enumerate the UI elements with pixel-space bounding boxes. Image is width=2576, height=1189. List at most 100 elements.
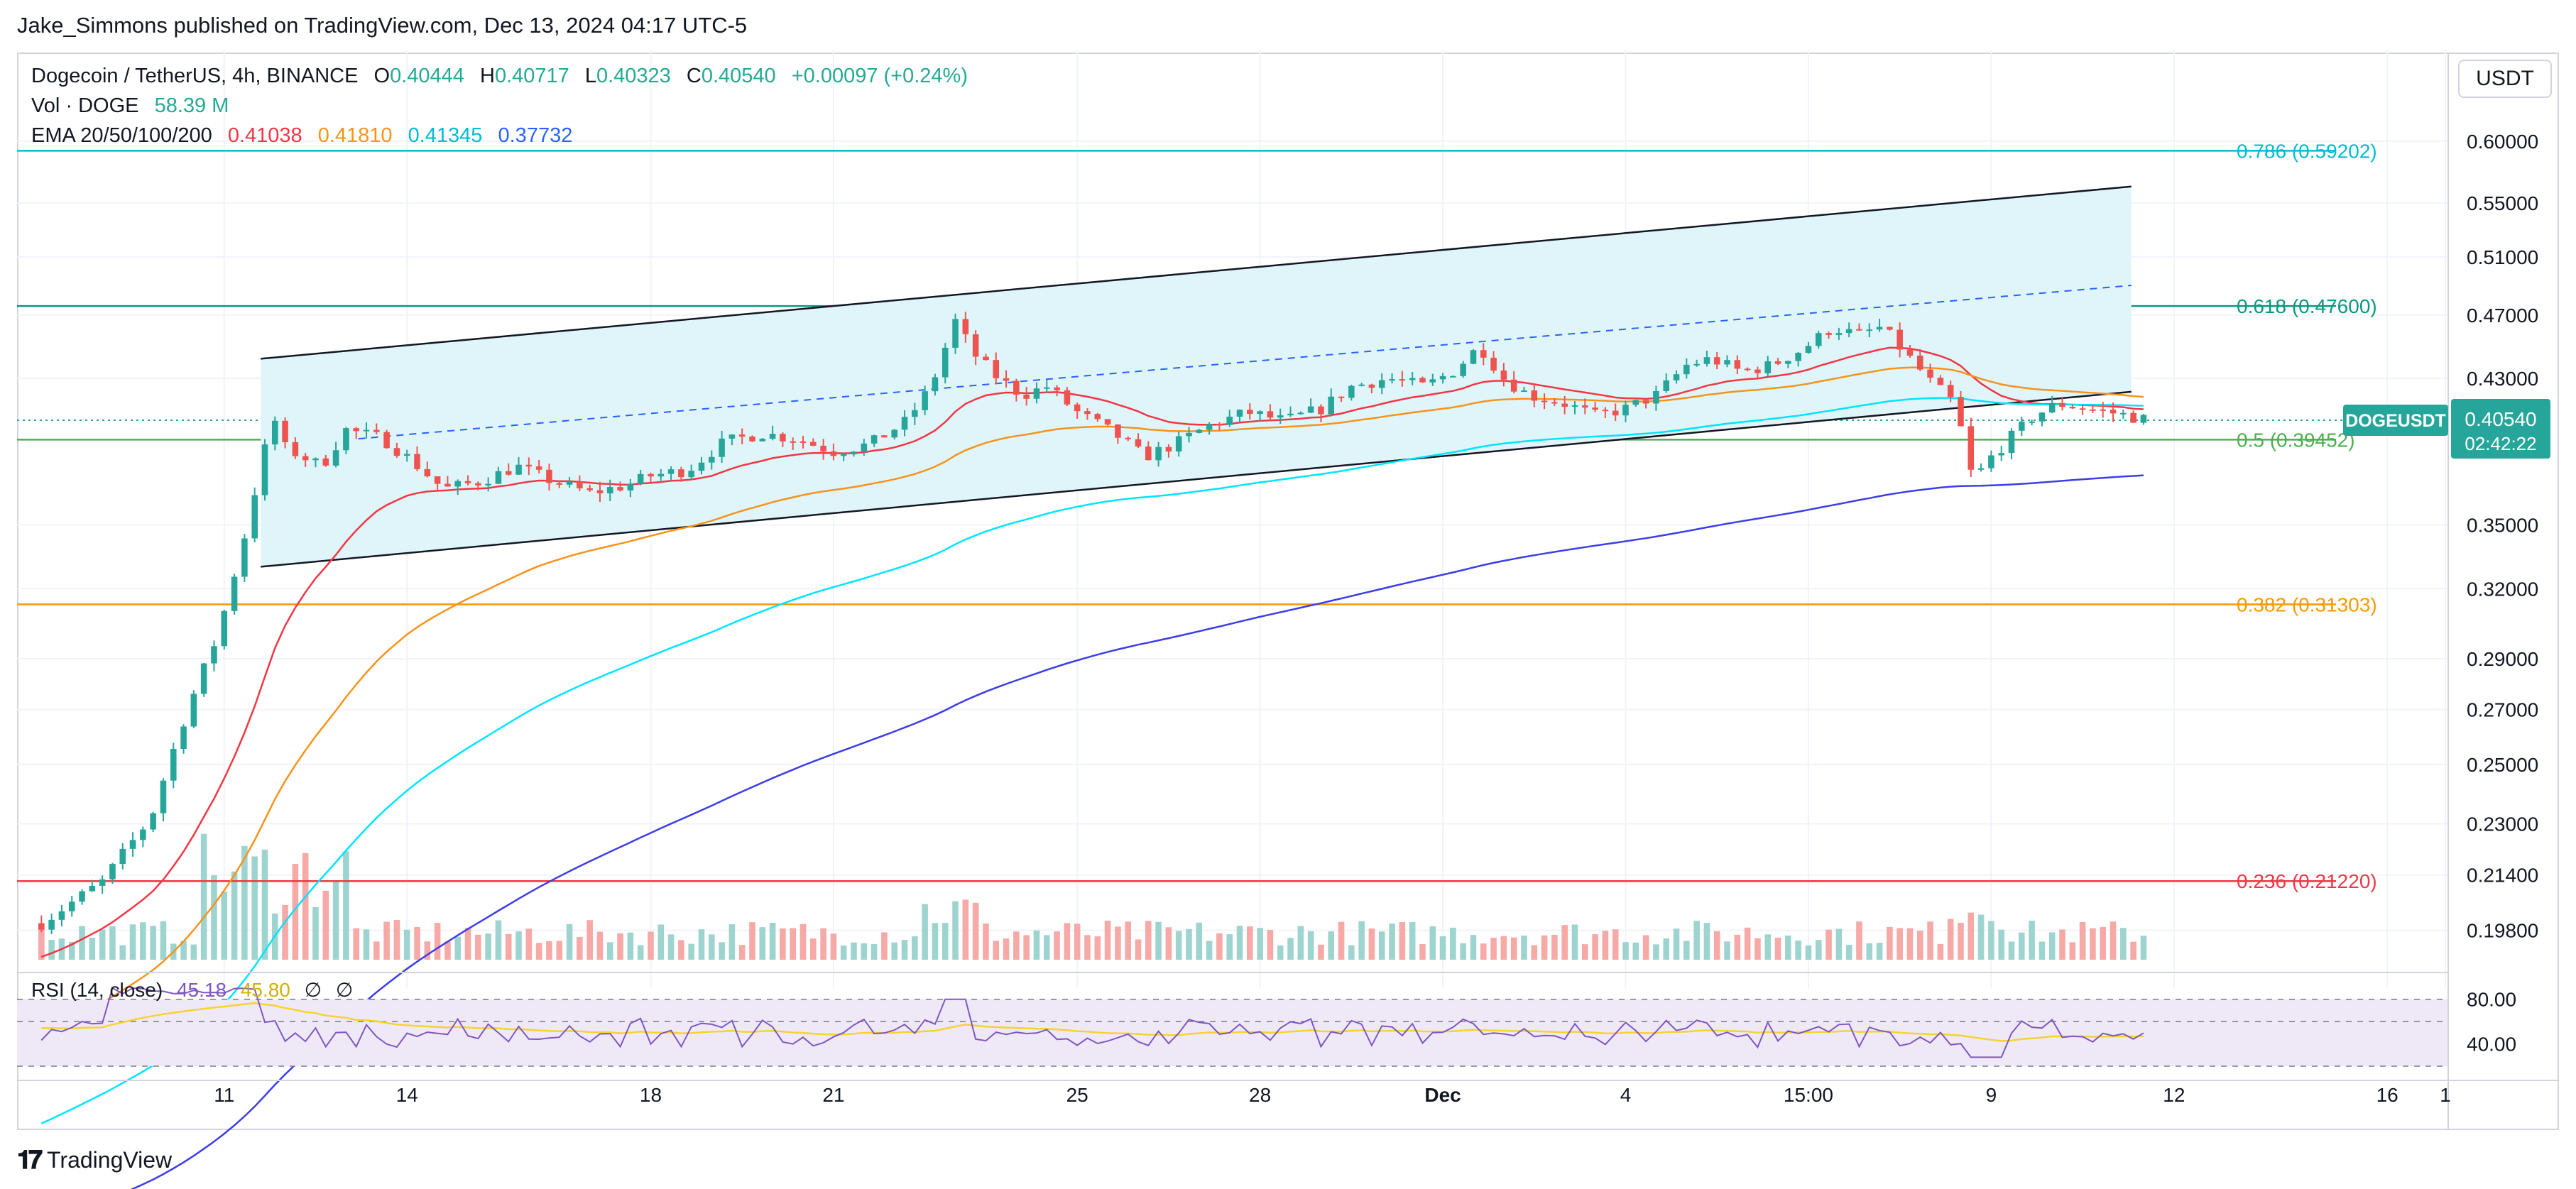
- volume-bar: [1582, 944, 1588, 960]
- volume-bar: [292, 863, 299, 960]
- candle-body: [637, 473, 644, 484]
- volume-bar: [1378, 931, 1385, 960]
- volume-bar: [1135, 939, 1142, 960]
- candle-body: [1196, 429, 1203, 433]
- volume-bar: [1399, 922, 1406, 960]
- currency-selector[interactable]: USDT: [2458, 60, 2552, 98]
- candle-body: [790, 441, 796, 443]
- candle-body: [1450, 376, 1456, 378]
- volume-bar: [648, 931, 654, 960]
- volume-bar: [129, 924, 136, 960]
- volume-bar: [1429, 926, 1436, 960]
- candle-body: [769, 434, 776, 439]
- volume-bar: [302, 853, 309, 960]
- volume-bar: [1876, 943, 1883, 960]
- volume-bar: [525, 928, 533, 960]
- candle-body: [343, 428, 349, 451]
- volume-bar: [1165, 927, 1172, 960]
- volume-bar: [200, 833, 207, 960]
- last-price-text: 0.40540: [2465, 408, 2536, 430]
- candle-body: [1764, 361, 1772, 373]
- candle-body: [2048, 402, 2056, 413]
- volume-bar: [1947, 919, 1954, 960]
- volume-label[interactable]: Vol · DOGE: [31, 94, 139, 117]
- candle-body: [1571, 405, 1578, 407]
- volume-bar: [667, 934, 675, 960]
- candle-body: [170, 749, 177, 781]
- volume-bar: [1206, 941, 1213, 960]
- ema100-line: [40, 397, 2144, 1124]
- high-label: H: [479, 65, 495, 87]
- volume-bar: [861, 943, 868, 960]
- candle-body: [2090, 409, 2096, 411]
- candle-body: [1297, 412, 1304, 415]
- volume-bar: [1805, 945, 1812, 960]
- volume-bar: [1236, 926, 1243, 960]
- rsi-label[interactable]: RSI (14, close): [31, 979, 163, 1001]
- candle-body: [546, 469, 552, 483]
- volume-bar: [1856, 921, 1862, 960]
- ema-label[interactable]: EMA 20/50/100/200: [31, 124, 212, 147]
- volume-bar: [1175, 931, 1182, 960]
- candle-body: [109, 864, 116, 880]
- time-tick-label: 9: [1986, 1084, 1997, 1106]
- volume-bar: [99, 929, 106, 960]
- last-price-badge: [2451, 399, 2550, 459]
- candle-body: [606, 487, 613, 493]
- volume-bar: [1744, 927, 1751, 960]
- volume-bar: [38, 928, 45, 960]
- time-tick-label: 25: [1066, 1084, 1088, 1106]
- candle-body: [688, 471, 694, 478]
- volume-bar: [1054, 931, 1060, 960]
- candle-body: [38, 923, 45, 930]
- volume-bar: [2059, 929, 2065, 960]
- volume-bar: [586, 920, 593, 960]
- candle-body: [1561, 403, 1568, 407]
- candle-body: [627, 483, 634, 491]
- candle-body: [901, 417, 908, 430]
- candle-body: [221, 610, 228, 647]
- candle-body: [1338, 396, 1345, 398]
- channel-fill: [261, 186, 2132, 567]
- candle-body: [698, 462, 705, 471]
- candle-body: [1094, 414, 1101, 420]
- volume-bar: [840, 945, 847, 960]
- volume-bar: [1896, 928, 1903, 960]
- candle-body: [1429, 379, 1436, 383]
- volume-bar: [2019, 932, 2025, 960]
- volume-bar: [1460, 943, 1466, 960]
- candle-body: [1287, 413, 1294, 416]
- price-scale: 0.60000 0.55000 0.51000 0.47000 0.43000 0.350…: [17, 53, 2559, 1130]
- candle-body: [1845, 329, 1852, 334]
- candle-body: [1977, 468, 1985, 470]
- tradingview-logo[interactable]: 𝟏𝟕 TradingView: [17, 1145, 172, 1174]
- time-tick-label: 11: [214, 1084, 234, 1106]
- candles: [38, 312, 2147, 935]
- channel-mid-line: [358, 285, 2132, 440]
- candle-body: [586, 488, 593, 491]
- volume-bar: [2120, 928, 2127, 960]
- chart-frame: [17, 53, 2559, 1130]
- candle-body: [302, 456, 309, 461]
- channel-lower-line: [261, 390, 2132, 568]
- volume-bar: [353, 928, 359, 960]
- candle-body: [1774, 361, 1781, 364]
- candle-body: [1358, 384, 1365, 386]
- volume-bar: [1845, 944, 1852, 960]
- price-tick-label: 0.35000: [2467, 514, 2538, 536]
- candle-body: [1866, 329, 1873, 332]
- candle-body: [1734, 360, 1741, 369]
- volume-bar: [790, 928, 796, 960]
- volume-bar: [444, 941, 451, 960]
- candle-body: [1622, 405, 1629, 416]
- candle-body: [1693, 363, 1700, 366]
- volume-bar: [282, 904, 288, 960]
- time-tick-label: 16: [2376, 1084, 2398, 1106]
- volume-bar: [2079, 921, 2086, 960]
- volume-bar: [109, 926, 116, 960]
- symbol-badge-text: DOGEUSDT: [2345, 411, 2446, 431]
- symbol-title[interactable]: Dogecoin / TetherUS, 4h, BINANCE: [31, 65, 359, 87]
- candle-body: [485, 483, 491, 486]
- candle-body: [1703, 357, 1710, 364]
